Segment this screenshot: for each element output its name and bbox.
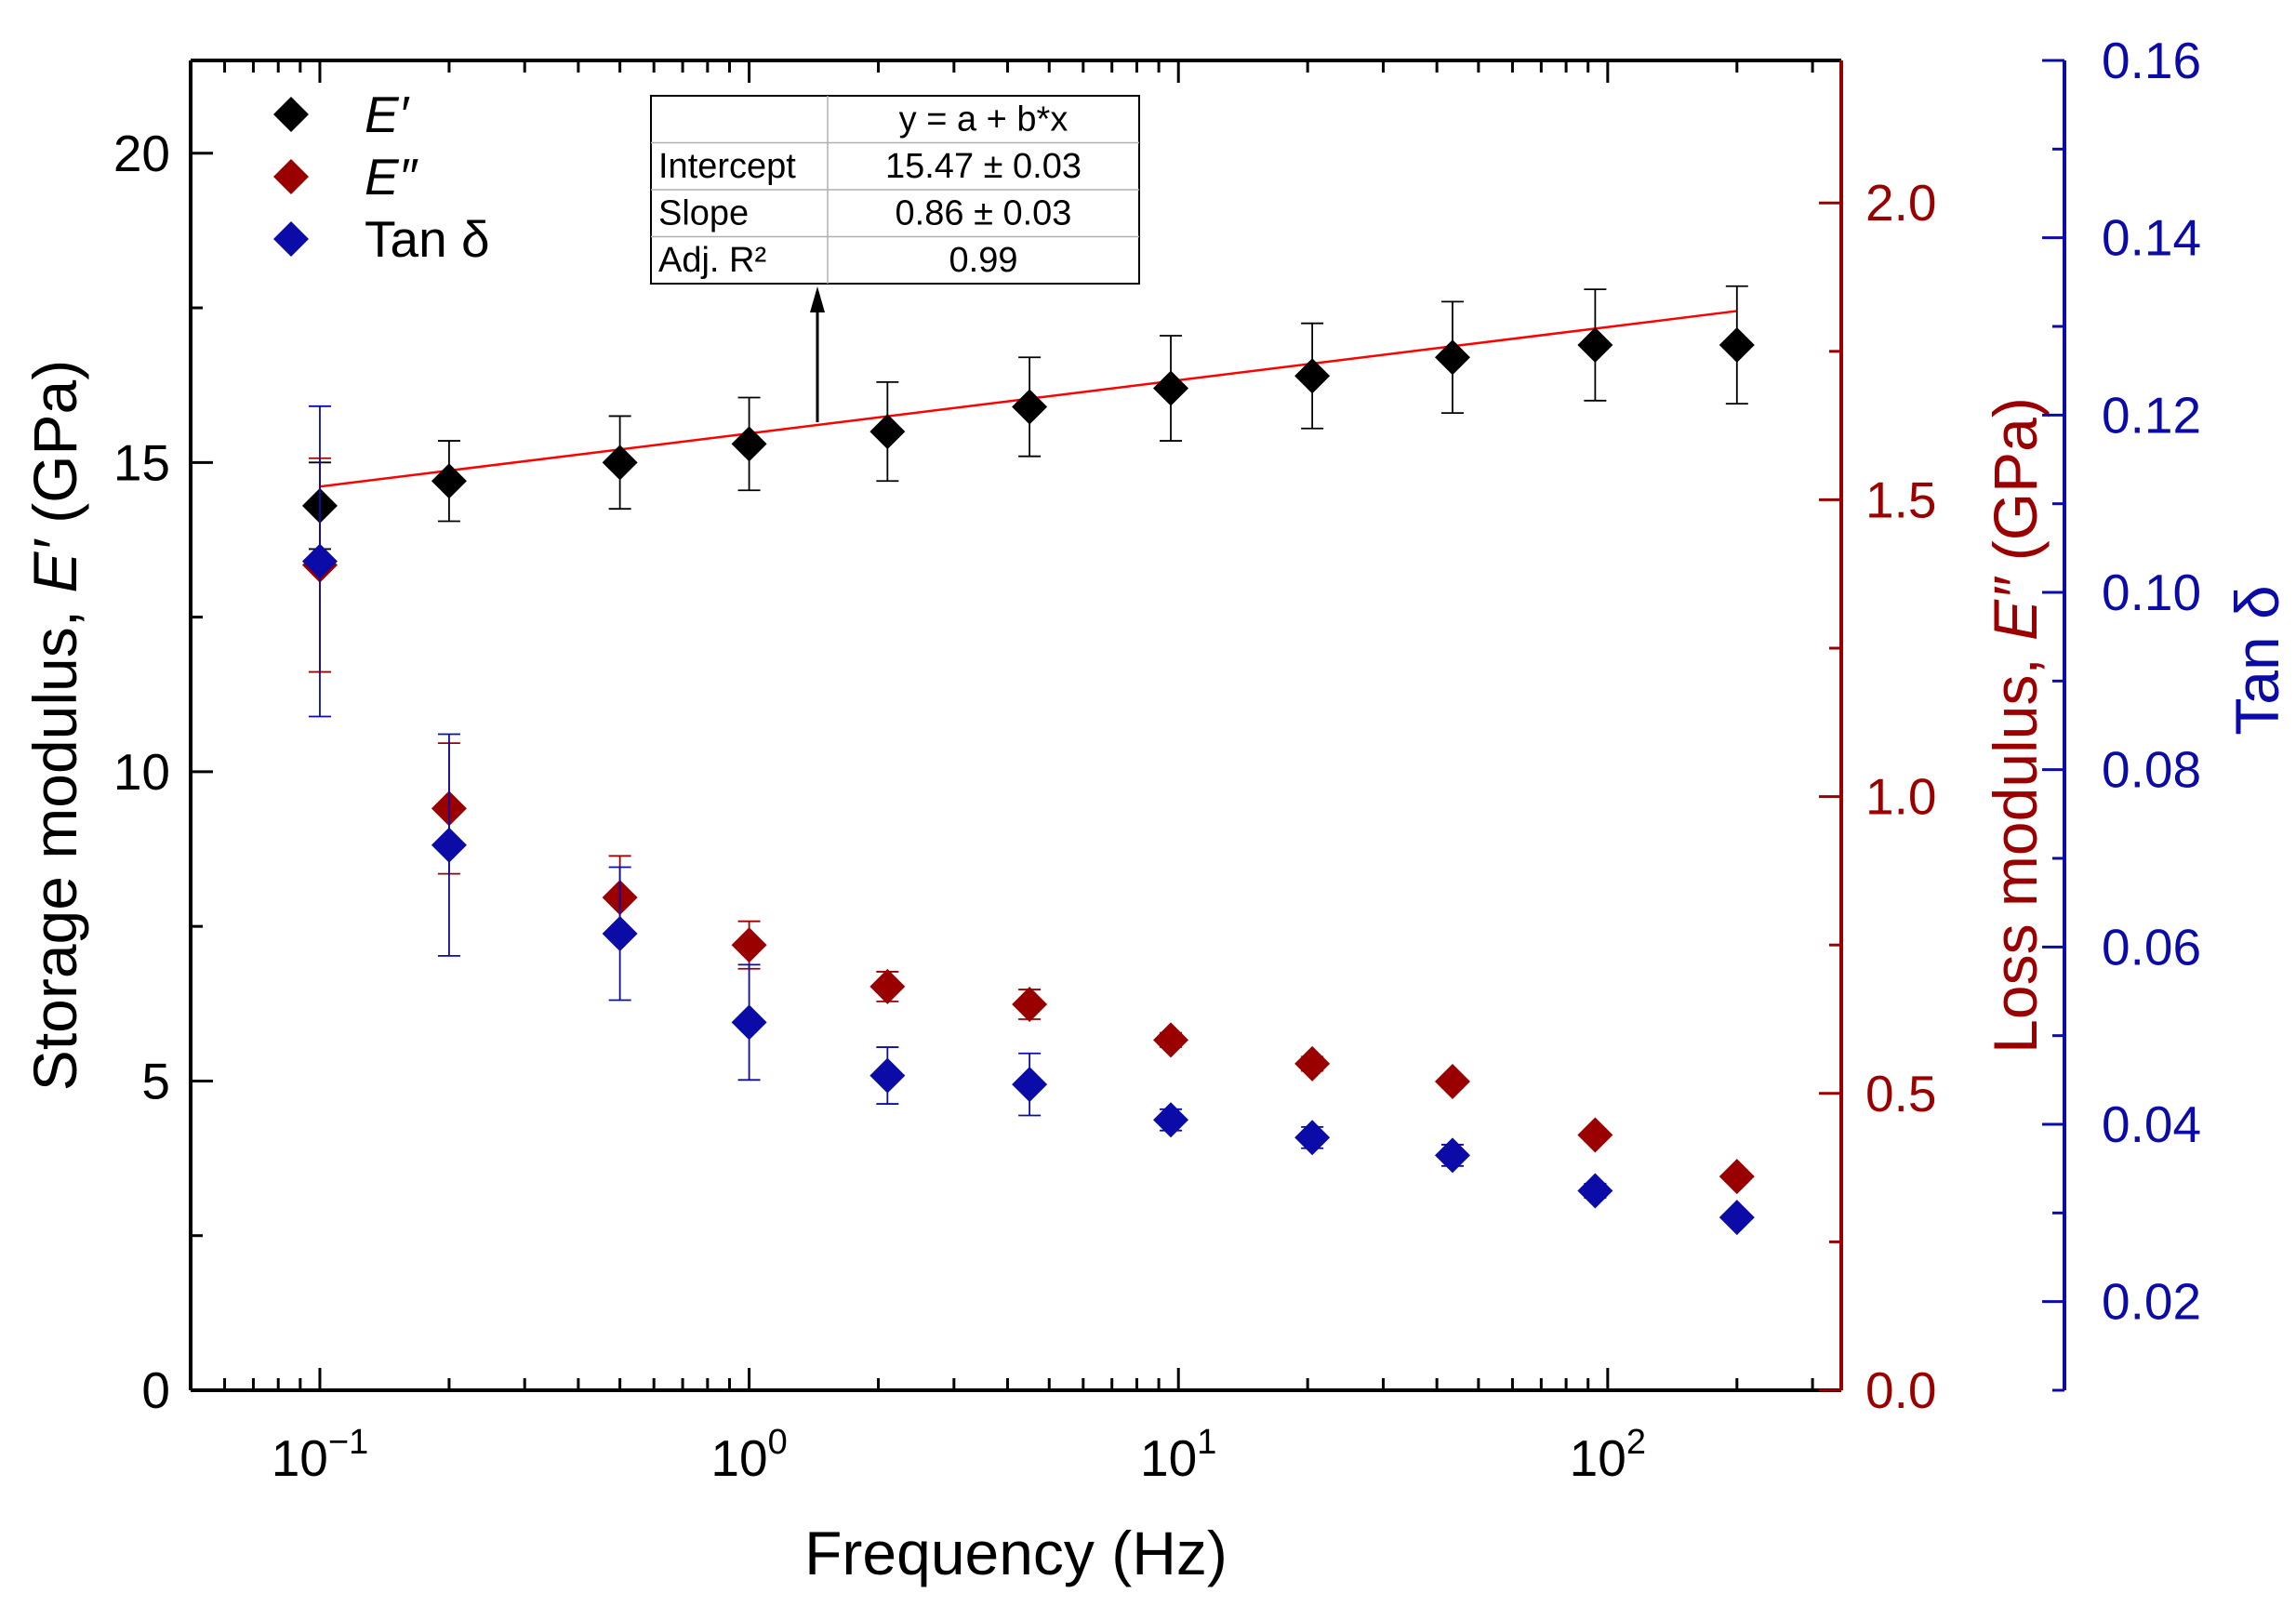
- fit-table: y = a + b*x Intercept 15.47 ± 0.03 Slope 0.8…: [650, 95, 1140, 422]
- data-point: [1294, 1045, 1331, 1082]
- series-loss-modulus: [301, 457, 1755, 1195]
- right1-tick-label: 0.0: [1865, 1361, 1936, 1419]
- left-tick-label: 15: [113, 433, 170, 491]
- x-tick-label-base: 10: [1570, 1429, 1626, 1487]
- right1-tick-label: 1.0: [1865, 768, 1936, 826]
- right1-axis-title: Loss modulus, E″ (GPa): [1981, 397, 2050, 1054]
- right1-axis-title-symbol: E″: [1981, 576, 2050, 641]
- data-point: [731, 927, 767, 963]
- legend-marker: [273, 159, 309, 194]
- data-point: [869, 414, 906, 450]
- legend-label: Tan δ: [365, 210, 490, 268]
- right2-tick-label: 0.08: [2102, 741, 2201, 799]
- right2-tick-label: 0.04: [2102, 1095, 2201, 1153]
- left-tick-label: 20: [113, 125, 170, 182]
- data-point: [431, 827, 467, 863]
- data-point: [1153, 1102, 1189, 1138]
- left-tick-label: 5: [141, 1052, 170, 1109]
- data-point: [731, 1004, 767, 1041]
- legend-label: E′: [365, 86, 410, 143]
- legend-label: E″: [365, 148, 419, 206]
- legend: E′E″Tan δ: [273, 86, 490, 268]
- right2-axis-title: Tan δ: [2223, 585, 2291, 736]
- data-point: [1294, 1120, 1331, 1156]
- right2-tick-label: 0.10: [2102, 564, 2201, 621]
- fit-table-value: 15.47 ± 0.03: [885, 147, 1082, 186]
- x-tick-label: 10−1: [272, 1423, 369, 1487]
- data-point: [1294, 358, 1331, 394]
- series-layer: [301, 285, 1755, 1236]
- left-axis-title-symbol: E′: [20, 538, 89, 593]
- data-point: [1577, 326, 1613, 363]
- data-point: [869, 968, 906, 1004]
- data-point: [1577, 1173, 1613, 1209]
- data-point: [1719, 1200, 1755, 1236]
- y-axis-right-tan-delta: 0.02 0.04 0.06 0.08 0.10 0.12 0.14 0.16 Tan δ: [2042, 32, 2291, 1392]
- right1-axis-title-unit: (GPa): [1981, 397, 2050, 577]
- data-point: [1012, 389, 1048, 425]
- right2-tick-label: 0.16: [2102, 32, 2201, 89]
- x-tick-label-base: 10: [1140, 1429, 1197, 1487]
- data-point: [1153, 370, 1189, 406]
- x-tick-label: 100: [710, 1423, 787, 1487]
- data-point: [301, 543, 338, 579]
- legend-marker: [273, 97, 309, 132]
- series-storage-modulus: [301, 285, 1755, 551]
- fit-table-label: Intercept: [658, 147, 796, 186]
- data-point: [1012, 1067, 1048, 1103]
- y-axis-left: 0 5 10 15 20 Storage modulus, E′ (GPa): [20, 125, 213, 1419]
- data-point: [1434, 1064, 1470, 1100]
- data-point: [869, 1057, 906, 1094]
- x-tick-label-exponent: 2: [1626, 1423, 1646, 1462]
- right2-tick-label: 0.06: [2102, 918, 2201, 976]
- x-tick-label-base: 10: [710, 1429, 767, 1487]
- x-tick-label: 102: [1570, 1423, 1646, 1487]
- left-tick-label: 0: [141, 1361, 170, 1419]
- legend-marker: [273, 221, 309, 257]
- data-point: [1577, 1117, 1613, 1153]
- x-tick-label-exponent: 1: [1197, 1423, 1216, 1462]
- left-axis-title-text: Storage modulus,: [20, 593, 89, 1092]
- series-tan-delta: [301, 405, 1755, 1236]
- data-point: [602, 916, 638, 952]
- right2-tick-label: 0.14: [2102, 209, 2201, 267]
- x-tick-label-exponent: −1: [328, 1423, 368, 1462]
- fit-table-label: Adj. R²: [658, 241, 766, 280]
- left-axis-title-unit: (GPa): [20, 360, 89, 540]
- x-tick-label-exponent: 0: [768, 1423, 788, 1462]
- data-point: [602, 445, 638, 481]
- data-point: [431, 463, 467, 499]
- data-point: [1434, 339, 1470, 376]
- right1-tick-label: 1.5: [1865, 471, 1936, 528]
- left-tick-label: 10: [113, 743, 170, 801]
- x-tick-label: 101: [1140, 1423, 1216, 1487]
- right1-tick-label: 2.0: [1865, 174, 1936, 232]
- fit-arrow-head: [810, 286, 825, 312]
- fit-table-label: Slope: [658, 194, 749, 233]
- x-tick-label-base: 10: [272, 1429, 328, 1487]
- left-axis-title: Storage modulus, E′ (GPa): [20, 360, 89, 1091]
- fit-equation: y = a + b*x: [899, 100, 1068, 139]
- data-point: [1719, 326, 1755, 363]
- data-point: [1012, 987, 1048, 1023]
- data-point: [1719, 1159, 1755, 1195]
- data-point: [1153, 1022, 1189, 1058]
- x-axis-title: Frequency (Hz): [804, 1519, 1228, 1587]
- right1-tick-label: 0.5: [1865, 1065, 1936, 1122]
- right2-tick-label: 0.02: [2102, 1273, 2201, 1331]
- y-axis-right-loss-modulus: 0.0 0.5 1.0 1.5 2.0 Loss modulus, E″ (GPa): [1819, 60, 2050, 1419]
- fit-table-value: 0.86 ± 0.03: [896, 194, 1072, 233]
- data-point: [1434, 1137, 1470, 1174]
- right1-axis-title-text: Loss modulus,: [1981, 641, 2050, 1054]
- data-point: [731, 426, 767, 462]
- fit-table-value: 0.99: [949, 241, 1018, 280]
- right2-tick-label: 0.12: [2102, 386, 2201, 444]
